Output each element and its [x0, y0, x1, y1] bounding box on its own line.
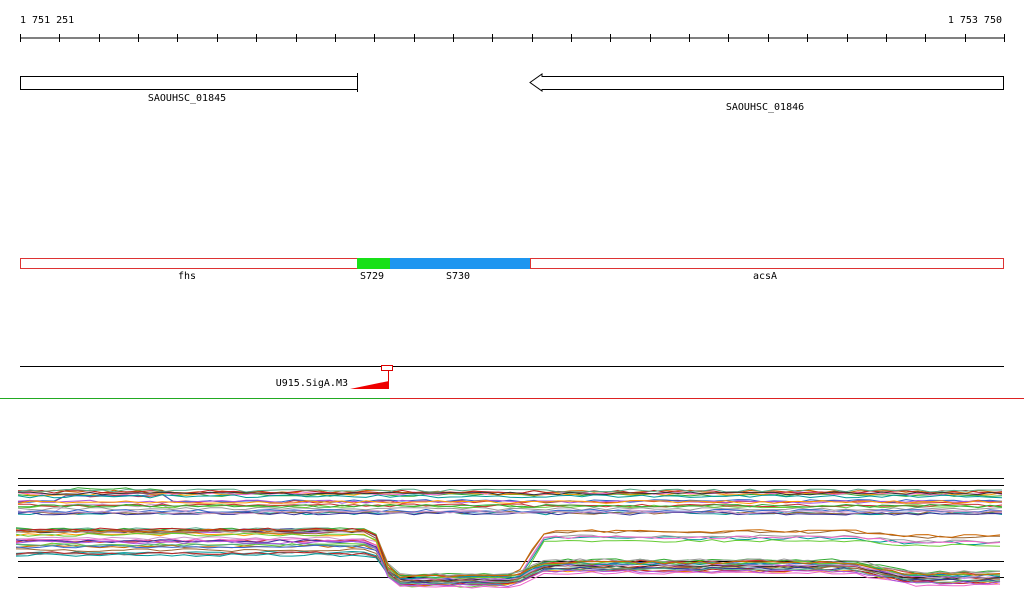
- gene-box[interactable]: [20, 76, 358, 90]
- expression-line: [17, 494, 1003, 499]
- expression-line: [17, 506, 1003, 511]
- expression-line: [17, 491, 1003, 496]
- expression-line: [15, 543, 1001, 586]
- ruler-ticks: [20, 34, 1005, 42]
- segment-label: fhs: [178, 271, 196, 282]
- expression-line: [15, 527, 1001, 577]
- expression-line: [15, 532, 1001, 579]
- expression-line: [15, 536, 1001, 581]
- feature-marker[interactable]: [350, 381, 389, 389]
- feature-label: U915.SigA.M3: [276, 378, 348, 389]
- segment-label: acsA: [753, 271, 777, 282]
- expression-tracks: [15, 478, 1004, 589]
- ruler-start: 1 751 251: [20, 15, 74, 26]
- segment[interactable]: [530, 258, 1004, 269]
- expression-line: [15, 538, 1001, 589]
- gene-arrow[interactable]: [529, 73, 1004, 92]
- expression-line: [17, 499, 1003, 504]
- expression-line: [17, 500, 1003, 505]
- expression-line: [17, 510, 1003, 515]
- feature-box[interactable]: [381, 365, 393, 371]
- segment-label: S730: [446, 271, 470, 282]
- expression-line: [17, 503, 1003, 508]
- expression-line: [15, 529, 1001, 577]
- expression-line: [15, 527, 1001, 586]
- expression-line: [15, 528, 1001, 579]
- gene-label: SAOUHSC_01845: [148, 93, 226, 104]
- expression-line: [17, 508, 1003, 513]
- segment-label: S729: [360, 271, 384, 282]
- expression-line: [17, 511, 1003, 516]
- segment[interactable]: [357, 258, 390, 269]
- segment[interactable]: [390, 258, 530, 269]
- gene-label: SAOUHSC_01846: [726, 102, 804, 113]
- segment[interactable]: [20, 258, 358, 269]
- expression-line: [17, 488, 1003, 493]
- ruler-end: 1 753 750: [948, 15, 1002, 26]
- expression-line: [15, 540, 1001, 588]
